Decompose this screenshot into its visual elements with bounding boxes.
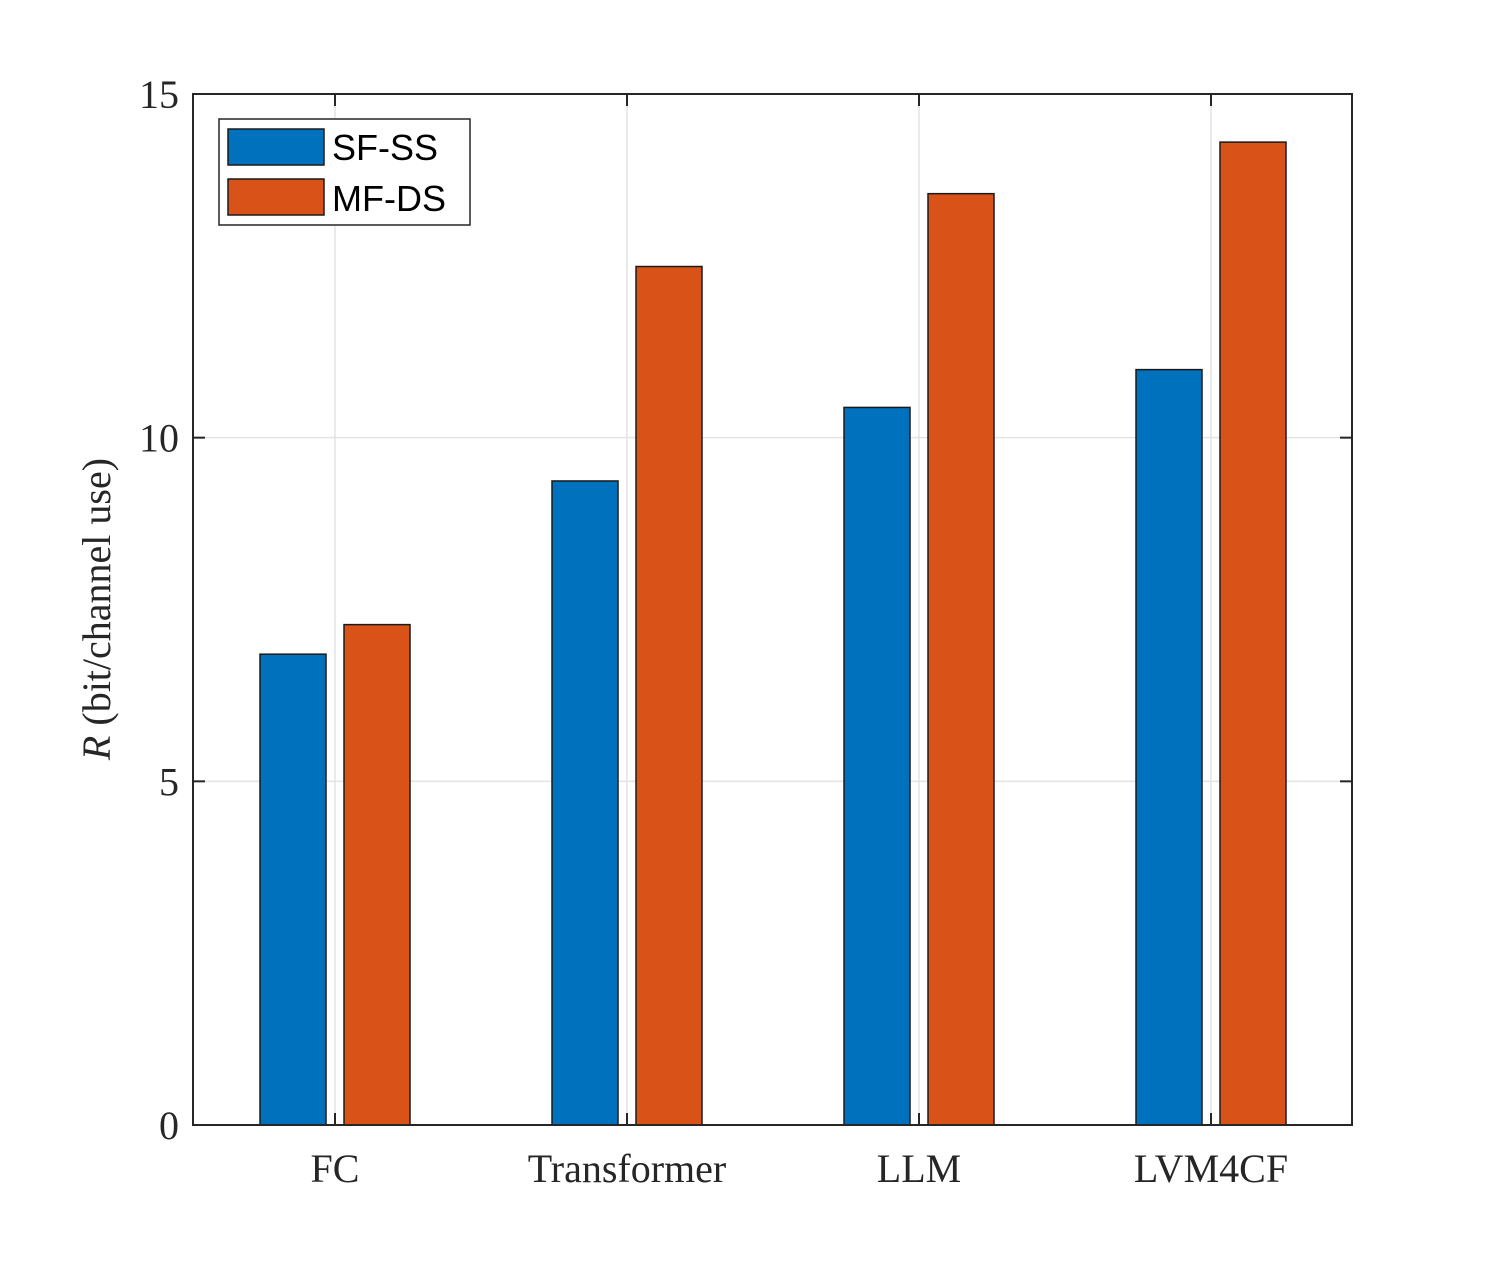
y-tick-label: 5	[159, 759, 179, 804]
x-tick-label: FC	[311, 1146, 360, 1191]
legend-swatch-mf-ds	[227, 178, 325, 216]
x-tick-label: LLM	[877, 1146, 961, 1191]
y-axis-variable: R	[74, 736, 119, 761]
legend-label-mf-ds: MF-DS	[332, 178, 446, 219]
legend-label-sf-ss: SF-SS	[332, 127, 438, 168]
bar-mf-ds	[343, 623, 411, 1126]
tick-labels: 0 5 10 15 FC Transformer LLM LVM4CF	[139, 72, 1288, 1191]
y-tick-label: 0	[159, 1103, 179, 1148]
y-tick-label: 15	[139, 72, 179, 117]
bar-mf-ds	[635, 265, 703, 1126]
bar-sf-ss	[1135, 368, 1203, 1126]
y-axis-unit: (bit/channel use)	[74, 458, 119, 736]
ticks-layer	[193, 93, 1352, 1126]
y-tick-label: 10	[139, 416, 179, 461]
bar-sf-ss	[551, 480, 619, 1126]
bars-layer	[259, 141, 1287, 1126]
legend: SF-SS MF-DS	[218, 118, 471, 226]
bar-sf-ss	[843, 406, 911, 1126]
bar-mf-ds	[1219, 141, 1287, 1126]
x-tick-label: Transformer	[528, 1146, 727, 1191]
axes-frame	[192, 93, 1353, 1126]
legend-swatch-sf-ss	[227, 128, 325, 166]
x-tick-label: LVM4CF	[1134, 1146, 1288, 1191]
y-axis-label: R (bit/channel use)	[74, 458, 119, 761]
bar-mf-ds	[927, 192, 995, 1126]
bar-sf-ss	[259, 653, 327, 1126]
